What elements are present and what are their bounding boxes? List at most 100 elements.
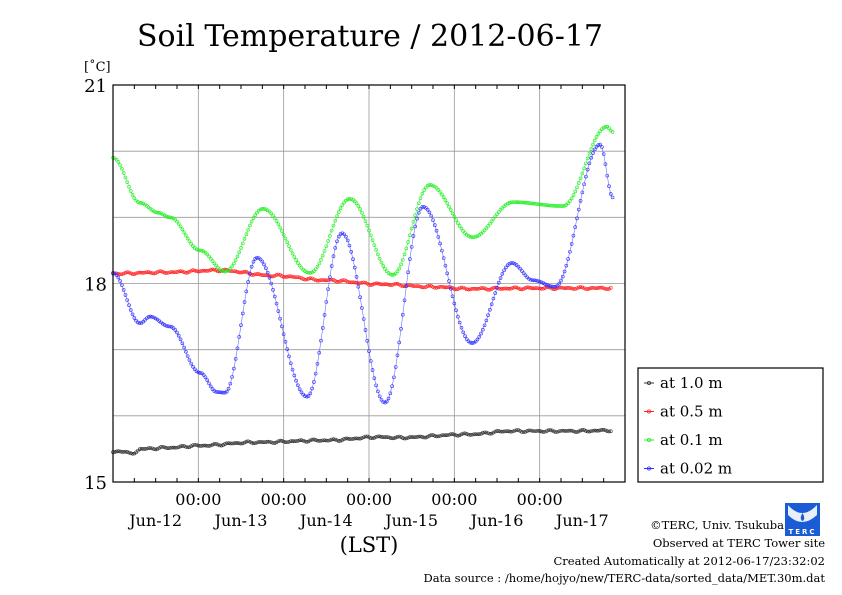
data-point [420,205,425,209]
data-point [372,281,377,286]
data-point [121,171,126,175]
data-point [532,429,537,433]
data-point [134,318,138,323]
data-point [550,286,554,291]
data-point [505,429,510,433]
data-point [425,207,430,212]
data-point [441,285,446,289]
data-point [288,361,293,366]
data-point [475,337,480,342]
data-point [168,270,172,275]
data-point [319,438,323,443]
data-point [553,204,558,208]
data-point [399,435,403,439]
data-point [345,436,350,441]
data-point [450,294,455,299]
data-point [153,271,158,275]
data-point [523,429,528,434]
data-point [196,248,201,252]
data-point [349,249,354,254]
data-point [333,246,338,250]
data-point [520,287,524,292]
data-point [267,209,272,214]
data-point [148,446,153,450]
data-point [576,429,581,434]
data-point [358,436,362,441]
data-point [534,286,538,290]
data-point [416,201,421,206]
data-point [203,443,208,448]
data-point [160,444,165,449]
data-point [338,439,343,443]
data-point [162,445,167,450]
data-point [230,264,234,269]
data-point [342,200,346,205]
data-point [278,316,282,321]
data-point [342,437,346,441]
data-point [573,287,578,291]
data-point [344,436,348,441]
data-point [296,383,300,388]
data-point [281,332,286,336]
data-point [253,441,258,445]
data-point [162,270,167,275]
data-point [514,200,519,204]
data-point [560,428,565,433]
data-point [438,434,442,438]
data-point [379,397,384,402]
data-point [146,315,151,319]
data-point [358,207,362,211]
data-point [374,281,378,286]
data-point [532,201,537,206]
data-point [169,325,174,329]
data-point [191,244,195,248]
data-point [125,450,130,454]
data-point [157,446,162,450]
data-point [360,306,364,310]
data-point [290,274,295,279]
data-point [272,441,277,445]
data-point [379,282,384,287]
data-point [306,276,311,281]
data-point [480,230,485,234]
data-point [130,451,135,456]
data-point [425,434,430,439]
data-point [420,285,425,290]
data-point [262,262,266,267]
data-point [356,204,361,208]
data-point [164,271,169,275]
data-point [518,200,522,205]
data-point [141,270,146,275]
data-point [400,436,405,440]
data-point [537,202,542,207]
data-point [139,201,144,205]
data-point [184,270,188,275]
data-point [336,210,341,214]
data-point [251,216,256,220]
data-point [411,435,416,439]
data-point [159,269,163,274]
data-point [472,235,476,239]
data-point [411,234,416,238]
data-point [569,196,574,201]
data-point [301,438,306,443]
data-point [447,432,451,437]
data-point [457,433,462,438]
data-point [495,429,499,433]
data-point [322,249,327,253]
data-point [376,252,380,257]
data-point [128,189,133,193]
data-point [351,437,355,441]
data-point [347,197,352,201]
data-point [489,302,494,306]
data-point [335,239,339,244]
data-point [304,270,309,274]
data-point [230,441,234,446]
data-point [559,278,563,283]
data-point [566,201,570,206]
data-point [520,200,524,205]
data-point [114,449,119,454]
data-point [175,270,179,274]
data-point [299,438,304,442]
data-point [536,429,540,433]
